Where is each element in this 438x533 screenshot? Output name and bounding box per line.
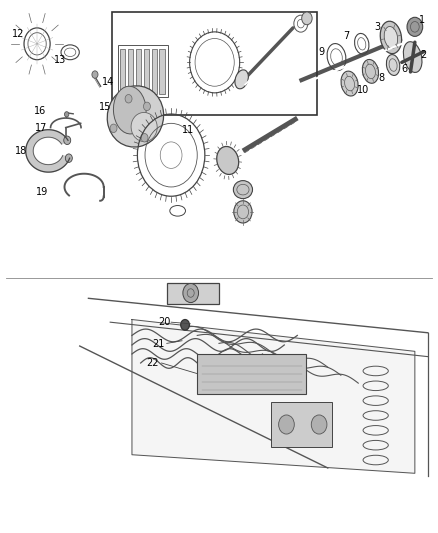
Text: 3: 3 <box>375 22 381 32</box>
Ellipse shape <box>131 112 157 142</box>
Ellipse shape <box>234 201 252 223</box>
Bar <box>128 49 133 94</box>
Circle shape <box>144 102 150 111</box>
Bar <box>136 49 141 94</box>
Polygon shape <box>132 319 415 473</box>
Text: 11: 11 <box>182 125 194 135</box>
Text: 10: 10 <box>357 85 370 95</box>
Ellipse shape <box>380 21 402 54</box>
Circle shape <box>181 319 189 330</box>
Bar <box>120 49 125 94</box>
Bar <box>113 12 317 115</box>
Text: 14: 14 <box>102 77 115 87</box>
Text: 8: 8 <box>378 73 385 83</box>
Ellipse shape <box>362 60 378 83</box>
Ellipse shape <box>384 27 398 49</box>
Text: 1: 1 <box>419 15 425 25</box>
Ellipse shape <box>233 181 253 199</box>
Ellipse shape <box>341 71 358 96</box>
Circle shape <box>183 284 198 303</box>
Polygon shape <box>26 130 70 172</box>
Circle shape <box>279 415 294 434</box>
Text: 17: 17 <box>35 123 47 133</box>
Bar <box>159 49 165 94</box>
Text: 12: 12 <box>12 29 24 39</box>
Bar <box>144 49 149 94</box>
Circle shape <box>64 136 71 144</box>
Text: 19: 19 <box>36 187 48 197</box>
Text: 7: 7 <box>343 31 350 41</box>
Text: 6: 6 <box>401 64 407 74</box>
Circle shape <box>407 17 423 36</box>
Text: 16: 16 <box>34 106 46 116</box>
Ellipse shape <box>403 42 422 72</box>
Bar <box>117 45 168 97</box>
Text: 9: 9 <box>318 47 324 56</box>
Circle shape <box>125 94 132 103</box>
Circle shape <box>65 154 72 163</box>
Circle shape <box>92 71 98 78</box>
Bar <box>152 49 157 94</box>
Text: 15: 15 <box>99 102 111 112</box>
Text: 22: 22 <box>146 358 159 368</box>
Circle shape <box>302 12 312 25</box>
Circle shape <box>311 415 327 434</box>
Ellipse shape <box>217 147 239 174</box>
Bar <box>167 284 219 304</box>
Ellipse shape <box>113 86 146 134</box>
Text: 13: 13 <box>53 55 66 64</box>
Ellipse shape <box>386 54 400 76</box>
Text: 2: 2 <box>420 51 426 60</box>
Circle shape <box>110 124 117 133</box>
Circle shape <box>64 112 69 117</box>
Text: 21: 21 <box>152 339 165 349</box>
Bar <box>271 402 332 447</box>
Text: 20: 20 <box>158 317 170 327</box>
Bar <box>197 354 306 394</box>
Ellipse shape <box>235 70 248 89</box>
Circle shape <box>141 133 148 142</box>
Ellipse shape <box>107 86 164 147</box>
Text: 18: 18 <box>15 146 28 156</box>
